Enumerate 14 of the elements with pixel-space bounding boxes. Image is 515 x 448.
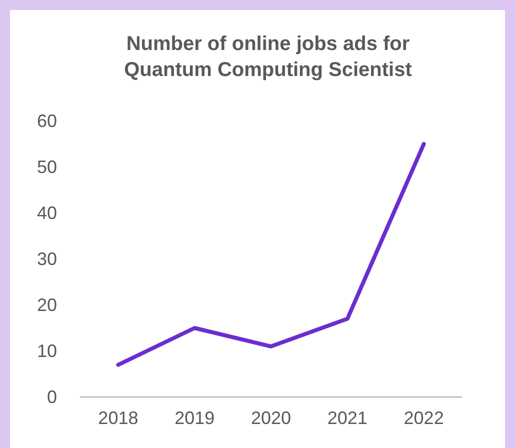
y-tick-label: 40: [36, 202, 57, 223]
y-tick-label: 0: [46, 386, 57, 407]
x-tick-label: 2018: [98, 408, 138, 428]
y-tick-label: 10: [36, 340, 57, 361]
x-tick-label: 2020: [250, 408, 292, 428]
x-tick-label: 2019: [174, 408, 215, 428]
y-tick-label: 60: [36, 110, 57, 131]
chart-title: Number of online jobs ads for Quantum Computing Scientist: [124, 33, 412, 81]
x-tick-label: 2022: [404, 408, 444, 428]
y-tick-label: 50: [36, 156, 57, 177]
y-tick-label: 30: [36, 248, 57, 269]
line-series: [116, 142, 426, 367]
x-tick-label: 2021: [327, 408, 368, 428]
y-tick-label: 20: [36, 294, 57, 315]
